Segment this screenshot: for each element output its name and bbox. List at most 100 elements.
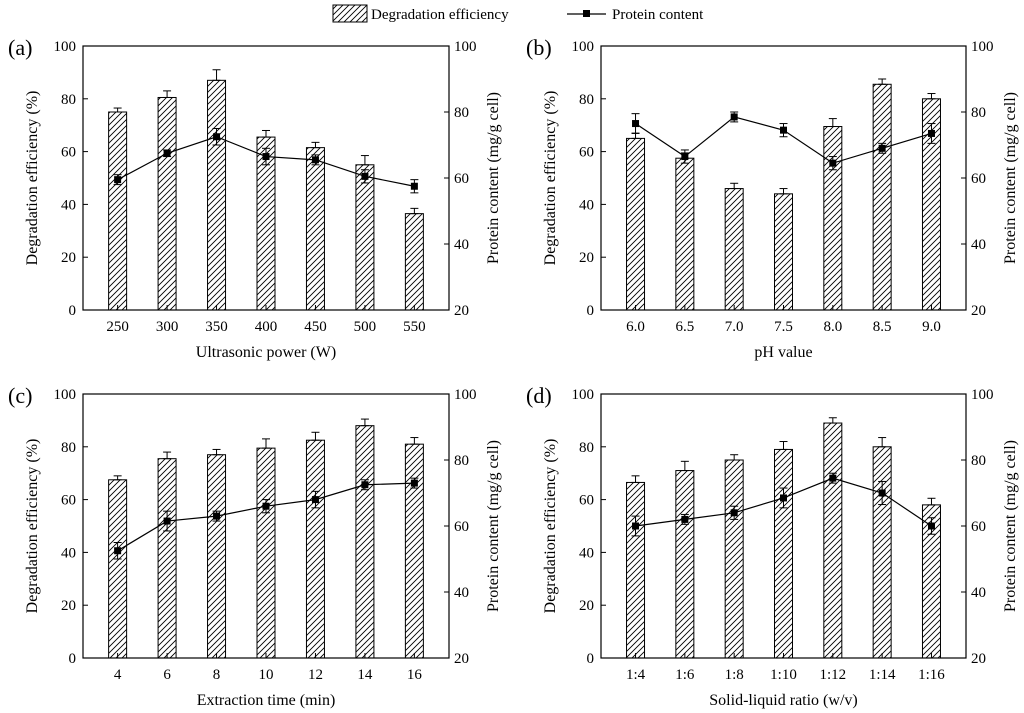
chart-panel-1: 0 20 40 60 80 100 20 40 60 80 100 250 300 350 400 450 50… [8, 35, 502, 361]
y-tick-label: 40 [61, 197, 76, 213]
y-tick-label: 20 [61, 598, 76, 614]
y2-tick-label: 60 [971, 171, 986, 187]
x-tick-label: 500 [354, 319, 377, 335]
data-point [262, 153, 270, 161]
data-point [163, 149, 171, 157]
bar [256, 447, 276, 659]
y2-tick-label: 80 [454, 105, 469, 121]
x-tick-label: 1:16 [918, 667, 945, 683]
data-point [361, 172, 369, 180]
bar [675, 157, 695, 311]
bar-error [730, 182, 739, 190]
bar-error [311, 141, 320, 149]
x-tick-label: 8 [213, 667, 221, 683]
y-axis-label: Degradation efficiency (%) [24, 439, 41, 614]
x-tick-label: 550 [403, 319, 426, 335]
x-tick-label: 300 [156, 319, 179, 335]
y2-tick-label: 40 [971, 585, 986, 601]
data-point [311, 156, 319, 164]
y-tick-label: 0 [587, 651, 595, 667]
bar [675, 470, 695, 659]
bar-error [878, 78, 887, 85]
y-tick-label: 0 [69, 303, 77, 319]
data-point [114, 547, 122, 555]
y-tick-label: 100 [54, 387, 77, 403]
bar [355, 164, 375, 311]
legend-line-label: Protein content [612, 7, 704, 23]
bar [872, 446, 892, 659]
x-axis-label: Solid-liquid ratio (w/v) [709, 692, 857, 709]
panel-label: (c) [8, 383, 32, 408]
legend-bar-swatch [332, 4, 368, 23]
data-point [878, 489, 886, 497]
panel-label: (b) [526, 35, 552, 60]
x-axis-label: Extraction time (min) [197, 692, 336, 709]
x-tick-label: 450 [304, 319, 327, 335]
data-point [114, 176, 122, 184]
x-tick-label: 1:12 [819, 667, 846, 683]
bar-error [779, 188, 788, 195]
data-point [780, 494, 787, 502]
y-tick-label: 0 [69, 651, 77, 667]
bar-error [730, 454, 739, 461]
x-tick-label: 16 [407, 667, 423, 683]
data-point [311, 496, 319, 504]
bar [207, 79, 227, 311]
bar [207, 454, 227, 659]
chart-panel-4: 0 20 40 60 80 100 20 40 60 80 100 1:4 1:6 1:8 1:10 1:12… [526, 383, 1019, 709]
data-point [262, 502, 270, 510]
y2-tick-label: 60 [454, 171, 469, 187]
x-tick-label: 14 [357, 667, 373, 683]
data-point [780, 126, 787, 134]
x-tick-label: 7.0 [725, 319, 744, 335]
x-tick-label: 4 [114, 667, 122, 683]
bar [355, 425, 375, 659]
y-tick-label: 80 [579, 92, 594, 108]
data-point [927, 522, 935, 530]
y2-tick-label: 100 [454, 387, 477, 403]
y-tick-label: 60 [61, 493, 76, 509]
y2-tick-label: 100 [454, 39, 477, 55]
data-point [163, 517, 171, 525]
bar [724, 188, 744, 311]
bar-error [828, 118, 837, 128]
panel-label: (a) [8, 35, 32, 60]
y-tick-label: 40 [579, 545, 594, 561]
data-point [410, 479, 418, 487]
y2-tick-label: 80 [971, 453, 986, 469]
bar [724, 459, 744, 659]
y2-tick-label: 80 [454, 453, 469, 469]
bar [823, 422, 843, 659]
x-tick-label: 12 [308, 667, 323, 683]
bar-error [360, 155, 369, 166]
bar-error [212, 69, 221, 81]
y2-tick-label: 40 [454, 585, 469, 601]
bar [626, 137, 646, 311]
data-point [829, 159, 837, 167]
y-tick-label: 80 [579, 440, 594, 456]
y-tick-label: 100 [54, 39, 77, 55]
data-point [681, 153, 689, 161]
y2-tick-label: 80 [971, 105, 986, 121]
y2-tick-label: 60 [971, 519, 986, 535]
bar-error [360, 418, 369, 427]
y-tick-label: 40 [61, 545, 76, 561]
bar [823, 126, 843, 311]
bar-error [113, 107, 122, 113]
bar [774, 193, 793, 311]
y-tick-label: 60 [579, 145, 594, 161]
bar-error [878, 437, 887, 448]
x-tick-label: 7.5 [774, 319, 793, 335]
x-tick-label: 1:10 [770, 667, 797, 683]
legend: Degradation efficiency Protein content [332, 4, 704, 23]
y2-axis-label: Protein content (mg/g cell) [485, 92, 502, 264]
y-tick-label: 80 [61, 440, 76, 456]
x-tick-label: 350 [205, 319, 228, 335]
bar [626, 481, 646, 659]
bar-error [113, 475, 122, 481]
bar-error [927, 93, 936, 100]
data-point [927, 129, 935, 137]
bar-error [410, 207, 419, 215]
